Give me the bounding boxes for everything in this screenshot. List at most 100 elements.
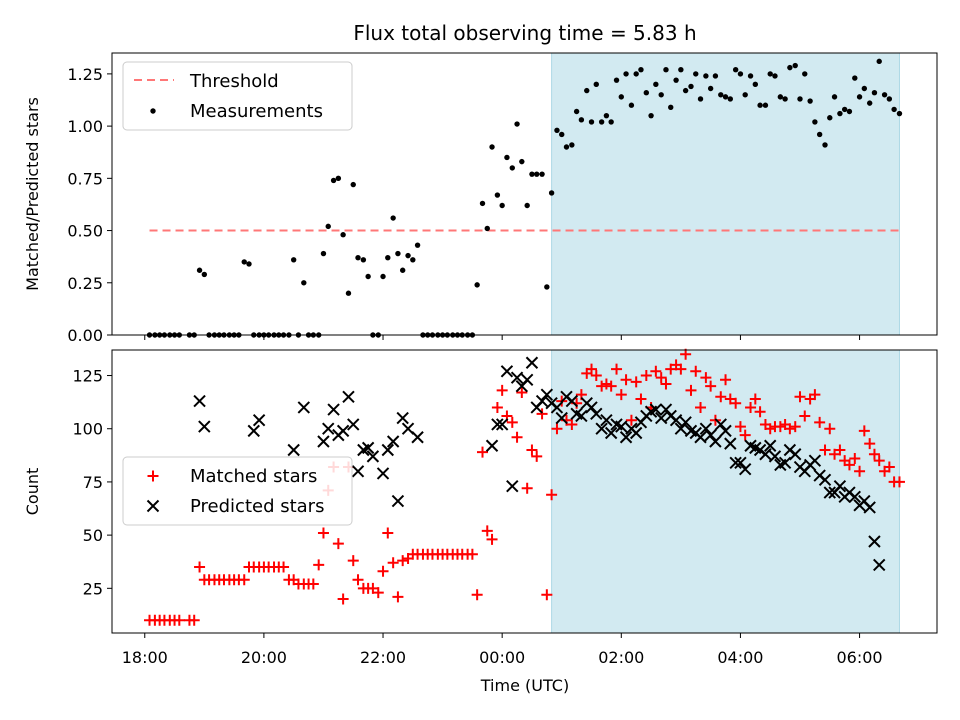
predicted-star-point (704, 428, 717, 442)
predicted-star-point (510, 371, 524, 384)
ratio-y-tick-label: 0.50 (67, 222, 103, 241)
predicted-star-point (654, 411, 668, 425)
matched-star-point (531, 450, 543, 462)
predicted-star-point (495, 418, 509, 431)
x-tick-label: 18:00 (122, 648, 168, 667)
matched-star-point (690, 365, 702, 377)
measurement-point (196, 267, 203, 273)
predicted-star-point (789, 448, 802, 461)
measurement-point (608, 119, 614, 125)
matched-star-point (605, 380, 617, 392)
measurement-point (578, 117, 585, 123)
legend-matched-marker (147, 470, 159, 482)
measurement-point (544, 284, 550, 290)
predicted-star-point (297, 401, 311, 414)
measurement-point (827, 115, 833, 121)
measurement-point (643, 89, 650, 96)
predicted-star-point (823, 486, 836, 499)
matched-star-point (754, 406, 766, 418)
legend-threshold-label: Threshold (189, 71, 279, 92)
matched-star-point (635, 393, 647, 405)
matched-star-point (372, 587, 384, 599)
matched-star-point (377, 565, 389, 577)
measurement-point (861, 85, 868, 92)
measurement-point (822, 142, 828, 148)
matched-star-point (551, 423, 563, 435)
legend-matched-swatch (147, 470, 159, 482)
measurement-point (787, 64, 793, 71)
measurement-point (727, 96, 734, 102)
predicted-star-point (327, 403, 340, 416)
measurement-point (385, 255, 391, 261)
measurement-point (682, 87, 689, 94)
predicted-star-point (585, 401, 598, 414)
measurement-point (320, 250, 327, 257)
measurement-point (499, 202, 505, 209)
count-panel-y-ticks: 25 50 75 100 125 (72, 367, 112, 598)
measurement-point (479, 200, 486, 207)
measurement-point (584, 87, 590, 94)
predicted-star-points (193, 357, 886, 572)
count-panel-frame (111, 349, 938, 634)
matched-star-point (352, 574, 364, 586)
matched-star-point (511, 431, 523, 443)
count-y-tick-label: 25 (83, 579, 103, 598)
matched-star-point (640, 370, 652, 382)
measurement-point (718, 92, 724, 98)
predicted-star-point (193, 394, 206, 408)
measurement-point (876, 58, 882, 65)
predicted-star-point (491, 418, 504, 431)
matched-star-point (238, 574, 250, 586)
predicted-star-point (709, 435, 722, 448)
measurement-point (414, 242, 421, 248)
ratio-panel-y-axis-label: Matched/Predicted stars (23, 97, 42, 291)
measurement-point (762, 102, 769, 108)
measurement-point (603, 112, 610, 119)
ratio-panel-legend: Threshold Measurements (122, 61, 353, 131)
predicted-star-point (714, 418, 727, 431)
measurement-point (593, 81, 599, 88)
matched-star-point (496, 384, 508, 396)
matched-star-point (481, 525, 493, 537)
measurement-point (812, 119, 818, 125)
predicted-star-point (411, 431, 424, 444)
measurement-point (340, 232, 346, 238)
matched-star-point (397, 555, 409, 567)
measurement-point (871, 89, 878, 96)
predicted-star-point (694, 431, 707, 444)
predicted-star-point (679, 416, 692, 429)
measurement-point (539, 171, 545, 177)
measurement-point (355, 255, 361, 261)
predicted-star-point (768, 450, 782, 463)
matched-star-point (799, 410, 811, 422)
measurement-point (712, 73, 719, 79)
matched-star-point (883, 461, 895, 473)
measurement-point (767, 71, 773, 77)
predicted-star-point (669, 414, 683, 427)
matched-star-point (745, 401, 757, 413)
matched-star-point (596, 380, 608, 392)
measurement-point (350, 181, 356, 188)
measurement-point (673, 77, 679, 83)
measurement-point (856, 94, 863, 100)
matched-star-point (720, 374, 732, 386)
matched-star-point (466, 548, 478, 560)
measurement-point (290, 257, 297, 263)
x-tick-label: 00:00 (479, 648, 525, 667)
predicted-star-point (347, 418, 360, 431)
matched-star-point (849, 453, 861, 465)
legend-predicted-label: Predicted stars (190, 496, 324, 517)
x-tick-label: 02:00 (598, 648, 644, 667)
predicted-star-point (848, 490, 862, 504)
matched-star-point (680, 348, 692, 360)
matched-star-point (789, 421, 801, 433)
measurement-point (360, 257, 367, 263)
matched-star-point (566, 418, 578, 430)
predicted-star-point (565, 394, 579, 408)
measurement-point (325, 223, 331, 230)
matched-star-point (700, 372, 712, 384)
measurement-point (201, 271, 208, 278)
matched-star-point (620, 374, 632, 386)
count-y-tick-label: 50 (83, 526, 103, 545)
matched-star-point (590, 370, 602, 382)
